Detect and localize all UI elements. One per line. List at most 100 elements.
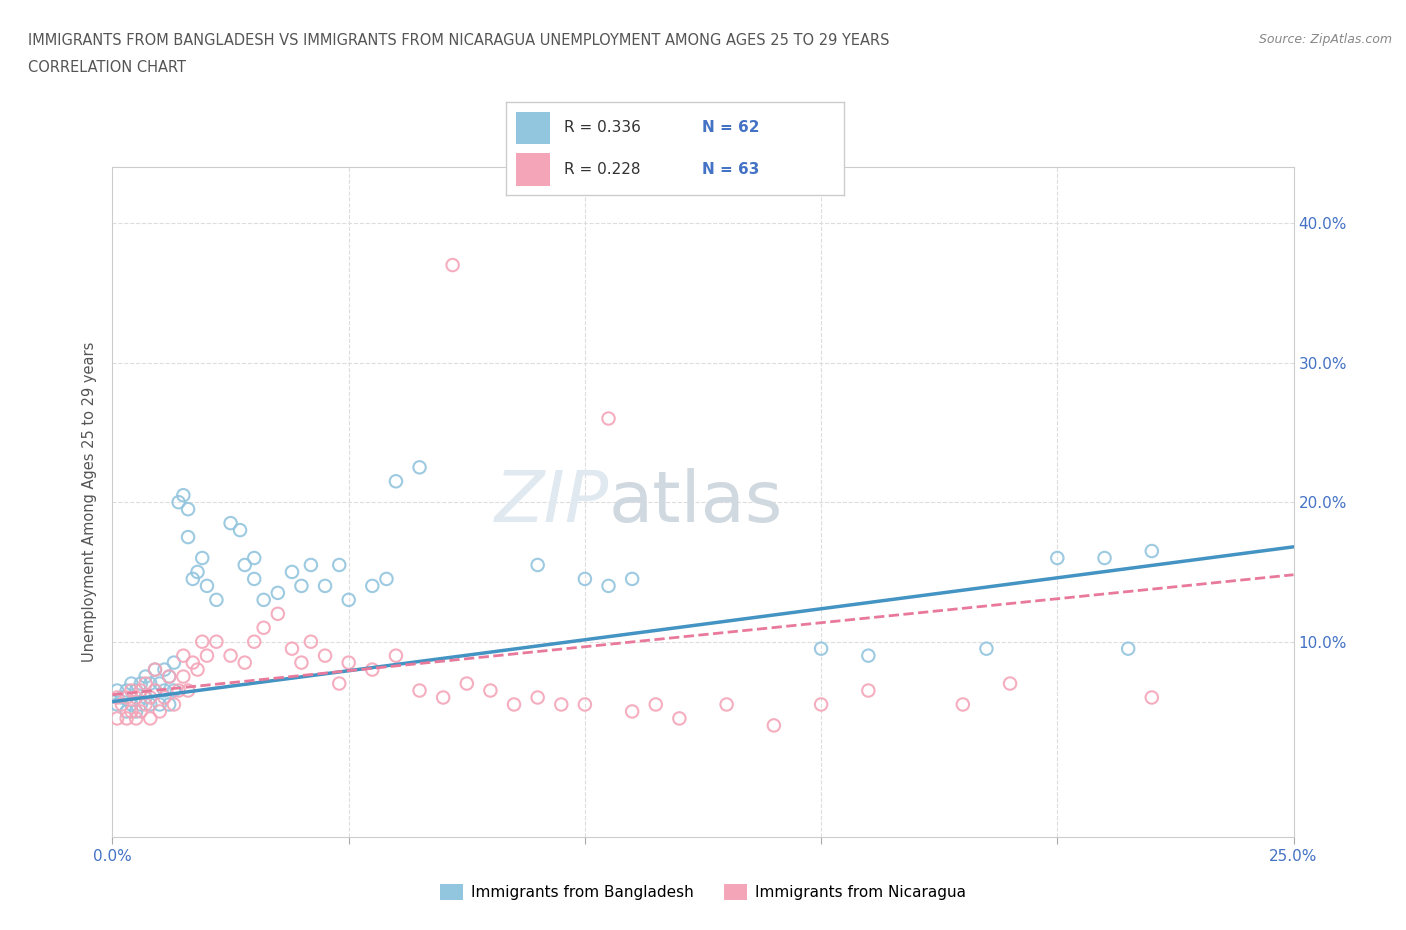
Point [1140,543,1163,558]
Point [361,578,384,593]
Point [135,698,157,712]
Point [181,656,204,671]
Point [167,683,190,698]
Text: ZIP: ZIP [494,468,609,537]
Point [503,698,526,712]
Point [574,571,596,587]
Point [219,648,242,663]
Point [195,578,218,593]
Point [233,656,256,671]
Legend: Immigrants from Bangladesh, Immigrants from Nicaragua: Immigrants from Bangladesh, Immigrants f… [434,878,972,907]
Point [253,620,276,635]
Point [111,690,134,705]
Point [167,495,190,510]
Point [233,558,256,573]
Text: IMMIGRANTS FROM BANGLADESH VS IMMIGRANTS FROM NICARAGUA UNEMPLOYMENT AMONG AGES : IMMIGRANTS FROM BANGLADESH VS IMMIGRANTS… [28,33,890,47]
Point [149,704,172,719]
Point [598,411,620,426]
Point [361,662,384,677]
Point [976,642,998,657]
Point [328,676,350,691]
Point [858,683,880,698]
Text: R = 0.228: R = 0.228 [564,162,640,177]
Point [1046,551,1069,565]
Point [456,676,478,691]
Point [479,683,502,698]
Point [105,690,128,705]
Point [290,656,312,671]
Point [598,578,620,593]
Point [135,676,157,691]
Point [120,676,142,691]
Point [149,698,172,712]
Point [105,698,128,712]
Point [205,634,228,649]
Point [243,634,266,649]
Point [191,551,214,565]
Point [952,698,974,712]
Point [125,690,148,705]
Point [125,711,148,725]
Point [195,648,218,663]
Point [139,676,162,691]
Point [181,571,204,587]
Point [157,670,180,684]
Point [135,690,157,705]
Point [125,683,148,698]
Point [177,683,200,698]
Point [120,698,142,712]
Point [172,670,194,684]
Point [299,634,322,649]
Text: N = 63: N = 63 [702,162,759,177]
Point [408,460,430,475]
Point [810,642,832,657]
Point [191,634,214,649]
Point [120,683,142,698]
Text: Source: ZipAtlas.com: Source: ZipAtlas.com [1258,33,1392,46]
Point [177,502,200,517]
Point [129,704,152,719]
Point [408,683,430,698]
Text: N = 62: N = 62 [702,120,759,136]
Point [105,711,128,725]
Point [120,704,142,719]
Point [243,551,266,565]
Point [125,704,148,719]
Point [143,683,166,698]
Point [328,558,350,573]
Point [281,565,304,579]
Point [526,690,548,705]
Point [129,698,152,712]
Point [153,683,176,698]
Bar [516,153,550,186]
Point [243,571,266,587]
Point [716,698,738,712]
Point [1116,642,1139,657]
Point [139,690,162,705]
Point [385,474,408,489]
Point [526,558,548,573]
Point [621,571,644,587]
Point [105,683,128,698]
Point [762,718,785,733]
Point [441,258,464,272]
Point [115,690,138,705]
Point [1140,690,1163,705]
Point [143,683,166,698]
Point [163,698,186,712]
Point [644,698,666,712]
Point [432,690,454,705]
Point [337,656,360,671]
Point [172,488,194,503]
Point [299,558,322,573]
Text: R = 0.336: R = 0.336 [564,120,640,136]
Point [172,648,194,663]
Point [290,578,312,593]
Point [314,578,336,593]
Point [153,690,176,705]
Point [281,642,304,657]
Point [998,676,1021,691]
Y-axis label: Unemployment Among Ages 25 to 29 years: Unemployment Among Ages 25 to 29 years [82,342,97,662]
Point [810,698,832,712]
Point [143,662,166,677]
